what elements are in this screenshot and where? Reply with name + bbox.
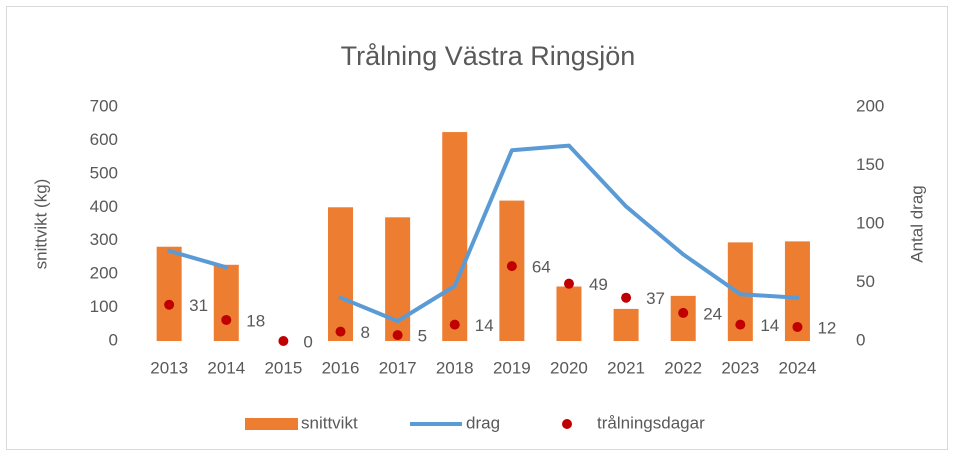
data-label: 0 [303, 332, 312, 351]
y-tick-label: 0 [109, 330, 118, 349]
bar [328, 207, 354, 341]
x-tick-label: 2017 [379, 358, 417, 377]
y-tick-label: 300 [90, 230, 118, 249]
y-tick-label: 100 [90, 297, 118, 316]
x-tick-label: 2019 [493, 358, 531, 377]
dot [164, 299, 175, 310]
x-tick-label: 2014 [207, 358, 245, 377]
dot [278, 336, 289, 346]
dot [678, 307, 689, 318]
x-tick-label: 2022 [664, 358, 702, 377]
data-label: 12 [817, 318, 836, 337]
dot [735, 319, 746, 330]
data-label: 18 [246, 311, 265, 330]
legend-label: drag [466, 413, 500, 432]
y-axis-label: snittvikt (kg) [31, 179, 50, 270]
x-tick-label: 2016 [322, 358, 360, 377]
data-label: 14 [475, 316, 494, 335]
legend-label: snittvikt [301, 413, 358, 432]
data-label: 49 [589, 275, 608, 294]
data-label: 24 [703, 304, 722, 323]
line [167, 248, 229, 270]
x-tick-label: 2023 [721, 358, 759, 377]
chart-title: Trålning Västra Ringsjön [341, 41, 636, 71]
dot [506, 261, 517, 272]
dot [221, 314, 232, 325]
legend-swatch [562, 419, 572, 429]
legend-label: trålningsdagar [597, 413, 705, 432]
data-label: 37 [646, 289, 665, 308]
x-tick-label: 2020 [550, 358, 588, 377]
y-tick-label: 700 [90, 96, 118, 115]
y2-tick-label: 50 [856, 272, 875, 291]
x-tick-label: 2018 [436, 358, 474, 377]
bar [670, 295, 696, 341]
bar [213, 264, 239, 341]
bar [613, 308, 639, 341]
y-tick-label: 400 [90, 197, 118, 216]
data-label: 31 [189, 296, 208, 315]
legend-swatch [245, 418, 298, 430]
bar [556, 286, 582, 341]
dot [449, 319, 460, 330]
dot [392, 330, 403, 341]
data-label: 14 [760, 316, 779, 335]
x-tick-label: 2015 [264, 358, 302, 377]
dot [335, 326, 346, 337]
data-label: 64 [532, 258, 551, 277]
dot [621, 292, 632, 303]
dot [563, 278, 574, 289]
y-tick-label: 600 [90, 130, 118, 149]
y2-tick-label: 0 [856, 330, 865, 349]
y2-tick-label: 200 [856, 96, 884, 115]
data-label: 8 [361, 323, 370, 342]
x-tick-label: 2013 [150, 358, 188, 377]
bar [442, 132, 468, 341]
dot [792, 321, 803, 332]
y2-tick-label: 150 [856, 155, 884, 174]
y-tick-label: 500 [90, 163, 118, 182]
x-tick-label: 2024 [779, 358, 817, 377]
bar [156, 246, 182, 341]
y-tick-label: 200 [90, 264, 118, 283]
y2-axis-label: Antal drag [907, 185, 926, 263]
line [338, 143, 800, 324]
data-label: 5 [418, 327, 427, 346]
y2-tick-label: 100 [856, 213, 884, 232]
x-tick-label: 2021 [607, 358, 645, 377]
